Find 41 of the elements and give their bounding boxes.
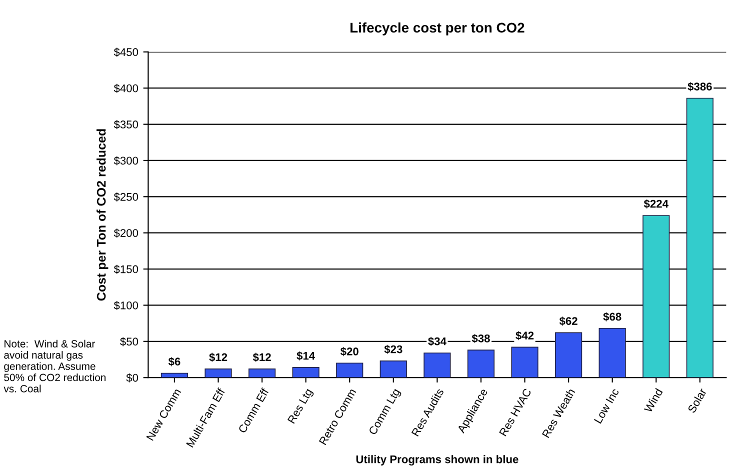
- data-label: $23: [384, 344, 402, 354]
- y-tick-label: $100: [114, 301, 138, 310]
- x-tick-label: Res Ltg: [287, 388, 314, 425]
- bar: [248, 368, 276, 378]
- bar: [336, 362, 364, 378]
- data-label: $68: [603, 312, 622, 322]
- y-tick-label: $300: [114, 156, 138, 166]
- bar: [204, 368, 232, 378]
- chart-title: Lifecycle cost per ton CO2: [350, 22, 524, 36]
- y-tick-label: $250: [114, 192, 138, 202]
- data-label: $12: [209, 352, 228, 362]
- bar: [292, 367, 320, 378]
- data-label: $42: [516, 331, 534, 340]
- bar: [598, 328, 626, 378]
- bar: [467, 350, 495, 378]
- y-tick-label: $200: [114, 228, 138, 238]
- data-label: $20: [340, 347, 358, 356]
- data-label: $62: [559, 316, 578, 326]
- data-label: $34: [428, 336, 446, 346]
- bar: [642, 215, 670, 378]
- data-label: $224: [644, 199, 668, 208]
- y-tick-label: $0: [126, 373, 138, 382]
- y-tick-label: $400: [114, 84, 138, 93]
- y-tick-label: $450: [114, 48, 138, 57]
- x-axis-title: Utility Programs shown in blue: [356, 455, 518, 466]
- bar: [554, 332, 582, 378]
- y-tick-label: $350: [114, 120, 138, 130]
- data-label: $14: [296, 351, 316, 360]
- data-label: $6: [168, 357, 180, 366]
- y-axis-title: Cost per Ton of CO2 reduced: [96, 129, 108, 301]
- data-label: $386: [688, 82, 712, 92]
- y-tick-label: $150: [114, 264, 138, 274]
- bar: [511, 346, 538, 378]
- data-label: $12: [252, 352, 271, 362]
- bar: [160, 372, 188, 378]
- bar: [380, 360, 407, 378]
- data-label: $38: [472, 334, 490, 344]
- bar: [686, 98, 714, 378]
- text: Note: Wind & Solar avoid natural gas generation. Assume 50% of CO2 reduction vs. Coal: [4, 340, 106, 392]
- bar: [424, 352, 451, 378]
- y-tick-label: $50: [120, 337, 138, 346]
